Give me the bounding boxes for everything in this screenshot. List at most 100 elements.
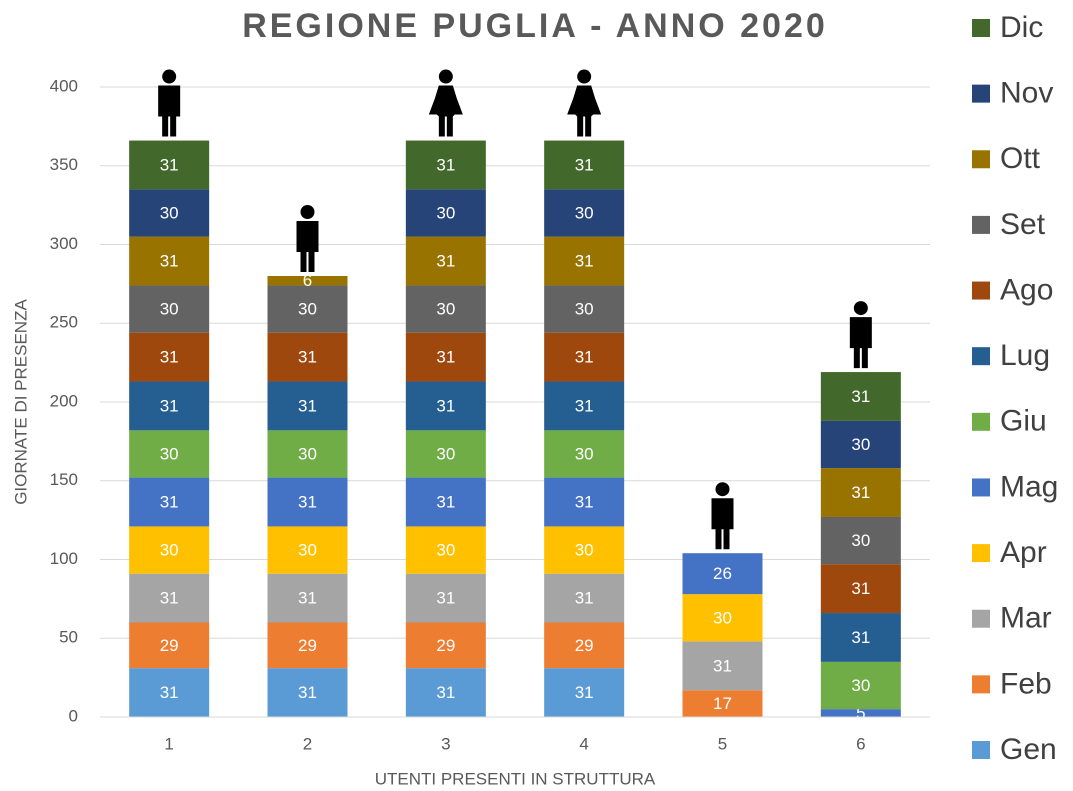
data-label: 31	[575, 683, 594, 702]
bar-segment	[267, 332, 348, 382]
bar-segment	[682, 594, 763, 642]
legend-label: Lug	[1000, 339, 1050, 372]
bar-segment	[405, 573, 486, 623]
y-tick-label: 300	[50, 234, 78, 253]
y-tick-label: 350	[50, 155, 78, 174]
data-label: 31	[160, 348, 179, 367]
bar-segment	[820, 661, 901, 710]
data-label: 31	[436, 492, 455, 511]
bar-segment	[405, 622, 486, 669]
icon-head	[577, 69, 592, 84]
legend-label: Ott	[1000, 142, 1041, 175]
icon-body	[711, 498, 734, 550]
data-label: 30	[160, 541, 179, 560]
legend-label: Mag	[1000, 470, 1058, 503]
bar-segment	[544, 381, 625, 431]
data-label: 29	[436, 636, 455, 655]
data-label: 31	[575, 396, 594, 415]
bar-segment	[544, 332, 625, 382]
data-label: 30	[160, 203, 179, 222]
bar-segment	[405, 140, 486, 190]
bar-segment	[267, 430, 348, 478]
bar-segment	[544, 189, 625, 237]
legend-swatch	[972, 150, 990, 169]
data-label: 31	[160, 155, 179, 174]
data-label: 29	[575, 636, 594, 655]
bar-segment	[129, 622, 210, 669]
legend-swatch	[972, 412, 990, 431]
data-label: 30	[298, 444, 317, 463]
person-icon	[567, 69, 602, 137]
legend-label: Set	[1000, 208, 1046, 241]
y-axis-label: GIORNATE DI PRESENZA	[11, 299, 30, 505]
legend-swatch	[972, 609, 990, 628]
bar-segment	[544, 430, 625, 478]
icon-head	[853, 301, 868, 316]
y-tick-label: 0	[69, 706, 78, 725]
y-tick-label: 200	[50, 391, 78, 410]
y-tick-label: 250	[50, 313, 78, 332]
bar-segment	[544, 140, 625, 190]
person-icon	[428, 69, 463, 137]
data-label: 30	[298, 541, 317, 560]
chart-title: REGIONE PUGLIA - ANNO 2020	[242, 7, 828, 45]
legend-swatch	[972, 741, 990, 759]
bar-segment	[129, 668, 210, 717]
data-label: 31	[575, 252, 594, 271]
bar-segment	[405, 332, 486, 382]
data-label: 31	[436, 348, 455, 367]
data-label: 31	[575, 589, 594, 608]
bar-segment	[405, 430, 486, 478]
data-label: 31	[298, 348, 317, 367]
bar-segment	[267, 477, 348, 527]
bar-segment	[820, 613, 901, 662]
data-label: 30	[436, 300, 455, 319]
legend-swatch	[972, 84, 990, 103]
data-label: 31	[713, 656, 732, 675]
legend-swatch	[972, 215, 990, 234]
bar-segment	[820, 709, 901, 717]
legend-label: Giu	[1000, 405, 1047, 438]
data-label: 31	[851, 628, 870, 647]
data-label: 31	[436, 683, 455, 702]
bar-segment	[405, 236, 486, 286]
x-tick-label: 6	[856, 734, 865, 753]
data-label: 31	[160, 252, 179, 271]
data-label: 30	[575, 541, 594, 560]
data-label: 29	[298, 636, 317, 655]
bar-segment	[129, 140, 210, 190]
bar-segment	[267, 276, 348, 286]
legend-label: Mar	[1000, 602, 1052, 635]
x-axis-label: UTENTI PRESENTI IN STRUTTURA	[375, 769, 656, 788]
bar-segment	[129, 236, 210, 286]
data-label: 31	[298, 396, 317, 415]
bar-segment	[405, 285, 486, 333]
data-label: 31	[575, 155, 594, 174]
legend-label: Gen	[1000, 733, 1057, 766]
data-label: 31	[436, 589, 455, 608]
bar-segment	[544, 526, 625, 574]
legend-swatch	[972, 347, 990, 366]
bar-segment	[267, 526, 348, 574]
bar-segment	[129, 381, 210, 431]
y-tick-label: 100	[50, 549, 78, 568]
bar-segment	[544, 236, 625, 286]
data-label: 30	[298, 300, 317, 319]
bar-segment	[405, 526, 486, 574]
icon-body	[296, 221, 319, 272]
legend-label: Apr	[1000, 536, 1047, 569]
bar-segment	[267, 381, 348, 431]
icon-body	[428, 85, 463, 137]
bar-segment	[544, 668, 625, 717]
icon-body	[158, 85, 181, 137]
data-label: 30	[713, 608, 732, 627]
x-tick-label: 3	[441, 734, 450, 753]
bar-segment	[820, 516, 901, 565]
bar-segment	[405, 477, 486, 527]
bar-segment	[129, 526, 210, 574]
legend-label: Ago	[1000, 273, 1053, 306]
data-label: 31	[575, 492, 594, 511]
icon-head	[715, 482, 730, 497]
bar-segment	[129, 477, 210, 527]
data-label: 31	[436, 396, 455, 415]
